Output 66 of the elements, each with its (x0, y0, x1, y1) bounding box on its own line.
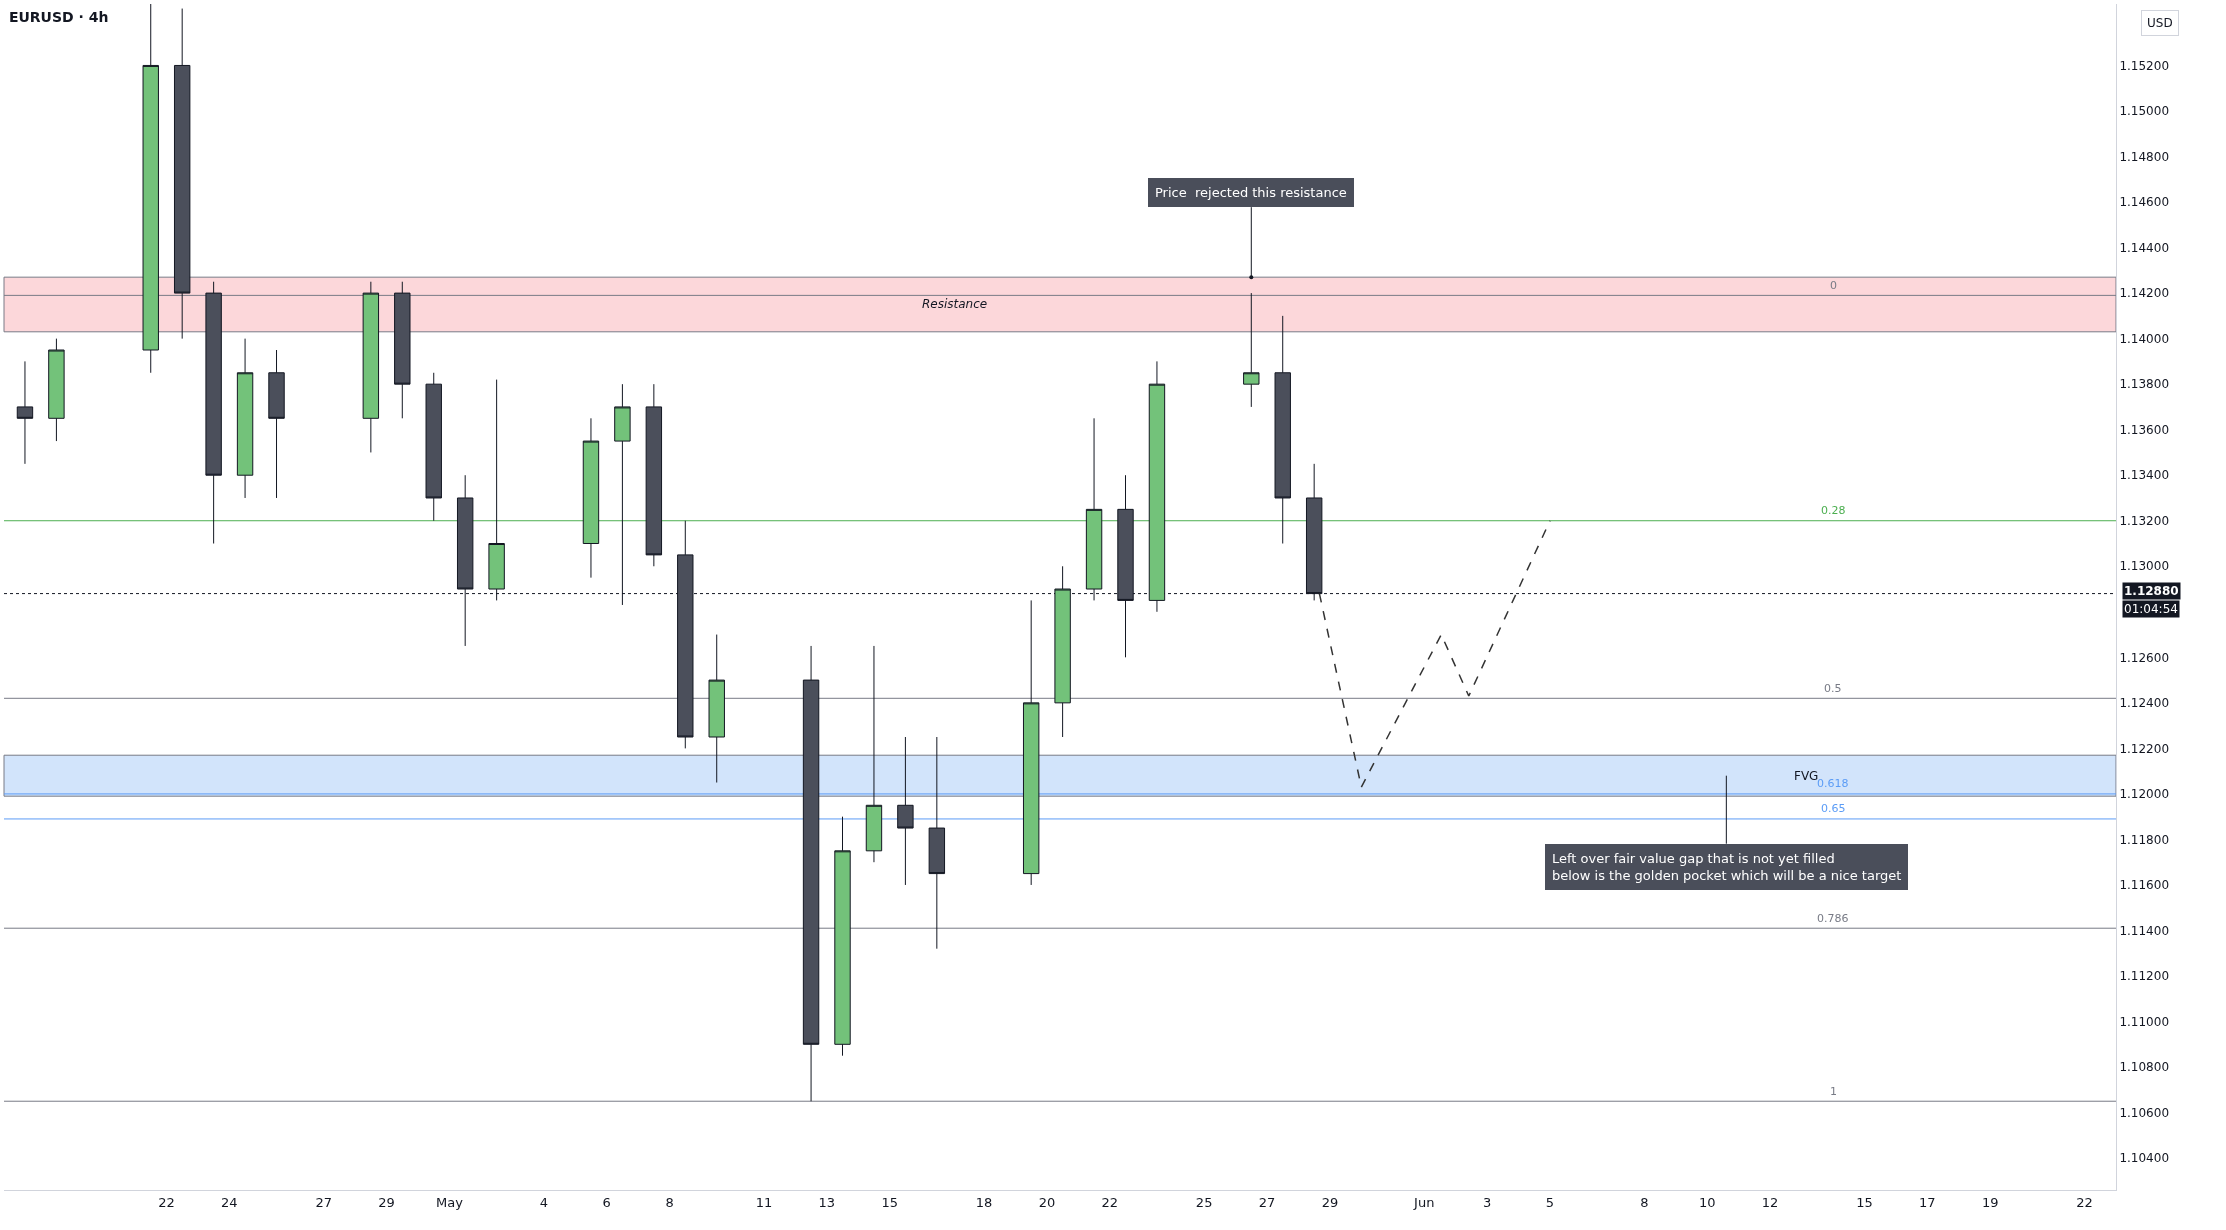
x-tick-label: 12 (1761, 1194, 1779, 1210)
x-tick-label: 20 (1038, 1194, 1056, 1210)
y-tick-label: 1.11600 (2119, 878, 2170, 893)
band-label: FVG (1794, 769, 1819, 783)
y-tick-label: 1.14400 (2119, 240, 2170, 255)
y-tick-label: 1.10600 (2119, 1105, 2170, 1120)
y-tick-label: 1.11200 (2119, 969, 2170, 984)
y-tick-label: 1.10800 (2119, 1060, 2170, 1075)
text: 01:04:54 (2124, 602, 2178, 616)
x-tick-label: 29 (378, 1194, 395, 1210)
y-tick-label: 1.13200 (2119, 513, 2170, 528)
y-tick-label: 1.11400 (2119, 923, 2170, 938)
y-tick-label: 1.14000 (2119, 331, 2170, 346)
x-tick-label: 6 (602, 1194, 611, 1210)
x-tick-label: 8 (665, 1194, 674, 1210)
x-tick-label: 29 (1321, 1194, 1339, 1210)
x-tick-label: 5 (1545, 1194, 1555, 1210)
x-tick-label: 24 (221, 1194, 238, 1210)
annotation: 0.28 (1821, 504, 1846, 517)
x-tick-label: 22 (2076, 1194, 2093, 1210)
y-axis-title: USD (2147, 16, 2173, 30)
y-tick-label: 1.13600 (2119, 422, 2170, 437)
annotation: 0.618 (1817, 777, 1849, 790)
band-label: Resistance (922, 297, 988, 311)
annotation: 1 (1830, 1085, 1837, 1098)
x-tick-label: 25 (1195, 1194, 1213, 1210)
x-tick-label: 27 (315, 1194, 332, 1210)
chart-title: EURUSD · 4h (8, 9, 109, 26)
x-tick-label: 10 (1698, 1194, 1716, 1210)
y-tick-label: 1.14600 (2119, 195, 2170, 210)
x-tick-label: 15 (1856, 1194, 1873, 1210)
y-tick-label: 1.13400 (2119, 468, 2170, 483)
y-tick-label: 1.10400 (2119, 1151, 2170, 1166)
y-tick-label: 1.12200 (2119, 741, 2170, 756)
y-tick-label: 1.13000 (2119, 559, 2170, 574)
x-tick-label: 13 (818, 1194, 836, 1210)
y-tick-label: 1.15200 (2119, 58, 2170, 73)
y-tick-label: 1.13800 (2119, 377, 2170, 392)
x-tick-label: 22 (1101, 1194, 1119, 1210)
x-tick-label: 18 (975, 1194, 993, 1210)
y-tick-label: 1.12600 (2119, 650, 2170, 665)
x-tick-label: 3 (1482, 1194, 1492, 1210)
annotation: 0.65 (1821, 802, 1846, 815)
x-tick-label: May (436, 1194, 464, 1210)
x-tick-label: 17 (1919, 1194, 1936, 1210)
x-tick-label: 8 (1640, 1194, 1649, 1210)
annotation: 0 (1830, 279, 1837, 292)
ref-line-label: 1.12880 (2124, 584, 2179, 598)
y-tick-label: 1.12000 (2119, 787, 2170, 802)
x-tick-label: 22 (158, 1194, 175, 1210)
x-tick-label: Jun (1413, 1194, 1435, 1210)
annotation: Price rejected this resistance (1155, 185, 1347, 200)
y-tick-label: 1.14200 (2119, 286, 2170, 301)
x-tick-label: 19 (1981, 1194, 1999, 1210)
y-tick-label: 1.11800 (2119, 832, 2170, 847)
annotation: 0.786 (1817, 912, 1849, 925)
y-tick-label: 1.14800 (2119, 149, 2170, 164)
x-tick-label: 15 (881, 1194, 898, 1210)
y-tick-label: 1.11000 (2119, 1014, 2170, 1029)
y-tick-label: 1.12400 (2119, 696, 2170, 711)
x-tick-label: 11 (755, 1194, 773, 1210)
x-tick-label: 4 (539, 1194, 548, 1210)
y-tick-label: 1.15000 (2119, 104, 2170, 119)
annotation: 0.5 (1824, 682, 1842, 695)
annotation: Left over fair value gap that is not yet filled below is the golden pocket which will be a nice target (1552, 851, 1902, 883)
x-tick-label: 27 (1258, 1194, 1276, 1210)
